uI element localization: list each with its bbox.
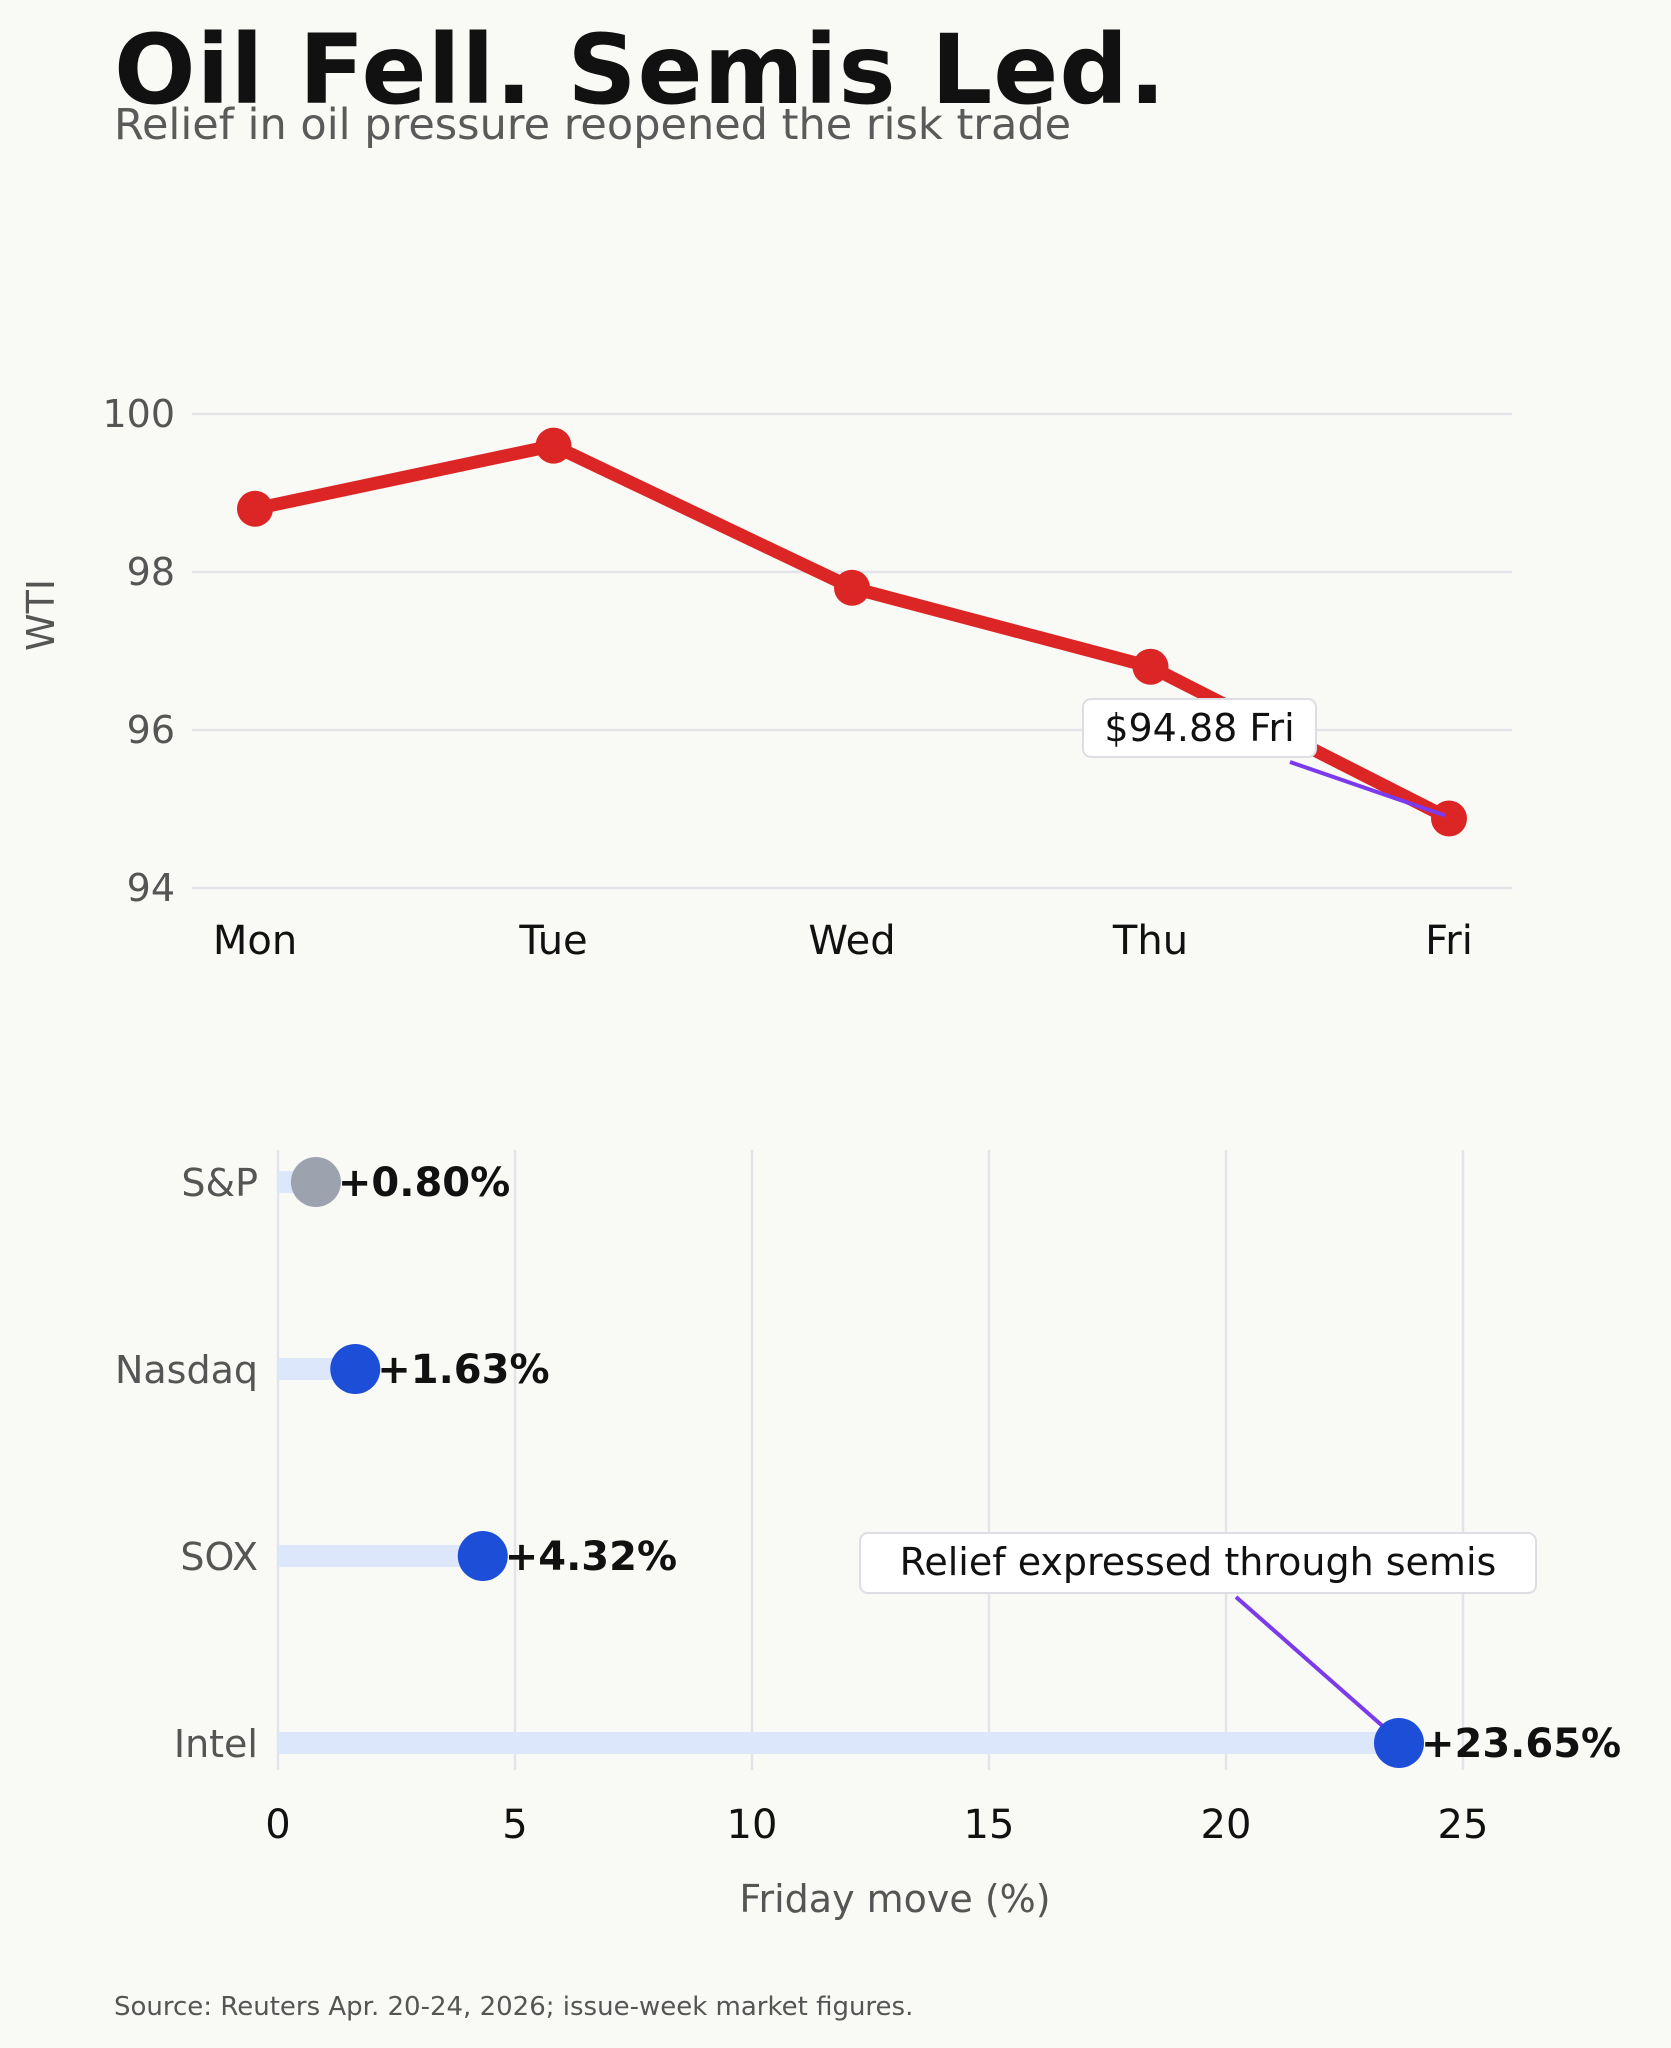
move-category-intel: Intel	[174, 1722, 258, 1766]
move-annotation-box	[859, 1532, 1537, 1594]
wti-line-chart: Mon Tue Wed Thu Fri 94 96 98 100 $94.88 Fri WTI	[19, 392, 1512, 964]
wti-y-axis-label: WTI	[19, 579, 63, 651]
move-x-axis-label: Friday move (%)	[739, 1877, 1050, 1921]
move-track-sox	[278, 1545, 483, 1567]
wti-point-mon	[237, 490, 273, 527]
move-x-tick-label: 10	[727, 1802, 778, 1848]
wti-annotation-text: $94.88 Fri	[1104, 706, 1294, 750]
move-value-label-intel: +23.65%	[1421, 1721, 1621, 1767]
move-category-nasdaq: Nasdaq	[115, 1348, 258, 1392]
wti-y-tick-label: 98	[127, 550, 175, 594]
move-category-sox: SOX	[180, 1535, 258, 1579]
move-x-tick-label: 0	[265, 1802, 290, 1848]
move-dot-sox	[457, 1531, 508, 1581]
move-dot-intel	[1374, 1718, 1425, 1768]
wti-annotation-box	[1082, 698, 1317, 758]
move-annotation-arrow	[1234, 1595, 1397, 1739]
move-x-tick-label: 15	[964, 1802, 1015, 1848]
wti-point-thu	[1132, 648, 1169, 685]
move-value-label-sox: +4.32%	[505, 1534, 677, 1580]
move-value-label-nasdaq: +1.63%	[377, 1347, 549, 1393]
wti-x-tick-thu: Thu	[1112, 918, 1188, 964]
move-x-tick-label: 5	[502, 1802, 527, 1848]
chart-title: Oil Fell. Semis Led.	[114, 14, 1167, 126]
move-track-intel	[278, 1732, 1400, 1754]
move-value-label-s-p: +0.80%	[338, 1160, 510, 1206]
move-category-s-p: S&P	[181, 1161, 258, 1205]
wti-y-tick-label: 94	[127, 866, 175, 910]
move-dot-nasdaq	[330, 1344, 381, 1394]
wti-y-tick-label: 100	[102, 392, 175, 436]
wti-point-fri	[1431, 800, 1467, 837]
wti-point-tue	[535, 427, 572, 464]
move-annotation-text: Relief expressed through semis	[900, 1540, 1497, 1584]
wti-x-tick-wed: Wed	[808, 918, 895, 964]
wti-x-tick-tue: Tue	[518, 918, 587, 964]
chart-subtitle: Relief in oil pressure reopened the risk…	[114, 100, 1072, 150]
move-x-tick-label: 25	[1438, 1802, 1489, 1848]
move-x-tick-label: 20	[1201, 1802, 1252, 1848]
source-note: Source: Reuters Apr. 20-24, 2026; issue-…	[114, 1992, 914, 2022]
wti-x-tick-fri: Fri	[1425, 918, 1473, 964]
wti-annotation-arrow	[1289, 760, 1446, 818]
wti-y-tick-label: 96	[127, 708, 175, 752]
wti-x-tick-mon: Mon	[213, 918, 297, 964]
wti-point-wed	[834, 569, 870, 606]
move-dot-s-p	[290, 1157, 341, 1207]
